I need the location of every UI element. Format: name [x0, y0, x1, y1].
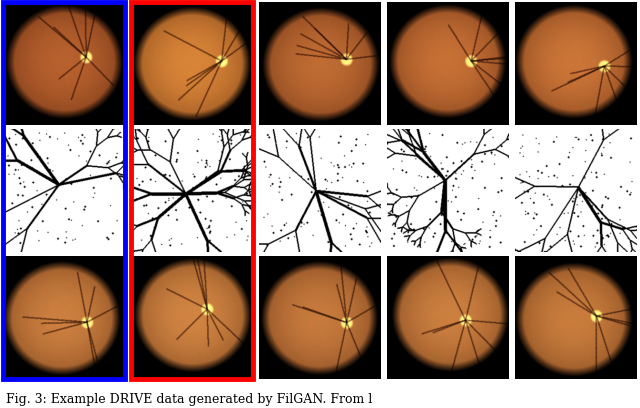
Text: Fig. 3: Example DRIVE data generated by FilGAN. From l: Fig. 3: Example DRIVE data generated by … [6, 393, 372, 406]
